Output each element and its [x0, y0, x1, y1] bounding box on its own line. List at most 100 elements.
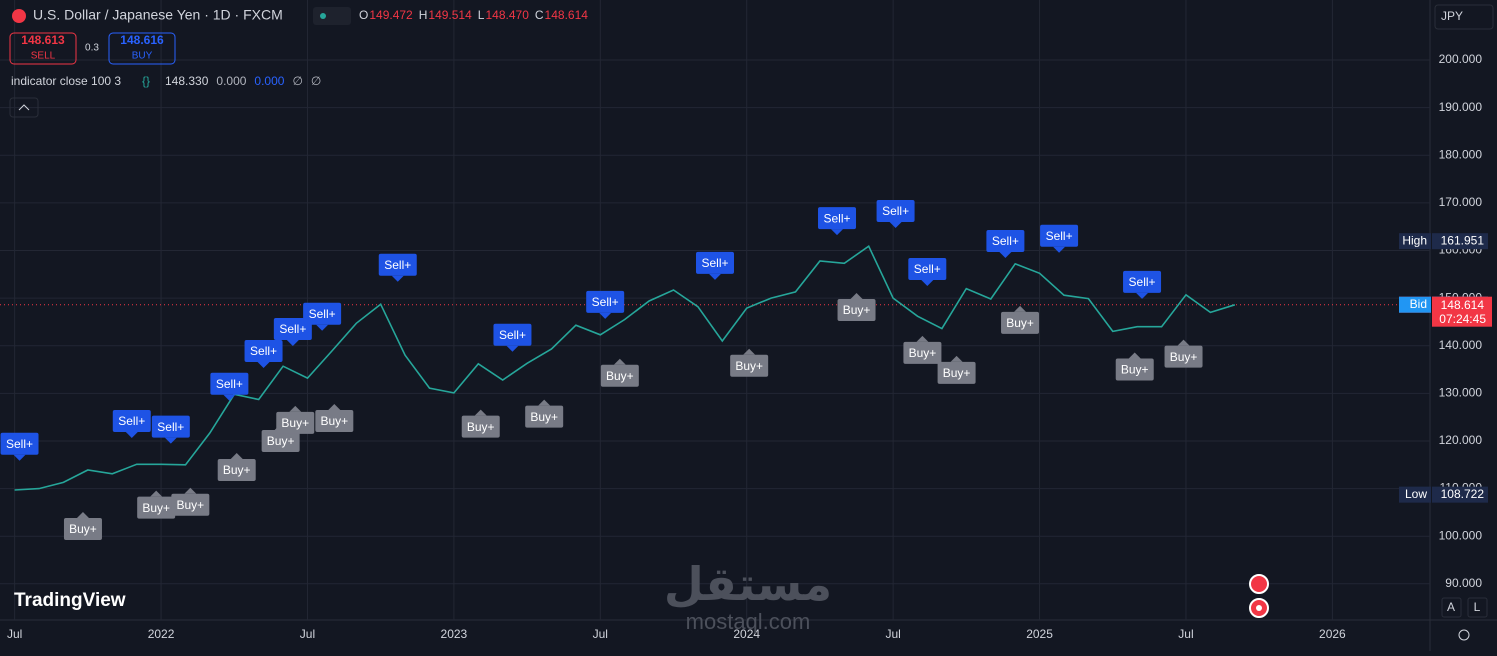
- signal: Sell+: [112, 409, 151, 438]
- signal-arrow: [230, 453, 243, 459]
- indicator-name[interactable]: indicator close 100 3: [11, 74, 121, 88]
- collapse-icon: [18, 104, 30, 111]
- scale-button[interactable]: [1467, 597, 1488, 618]
- signal-label: Buy+: [176, 498, 204, 512]
- signal-box: [730, 354, 769, 377]
- signal-label: Buy+: [1121, 363, 1149, 377]
- signal-box: [63, 518, 102, 541]
- signal-box: [937, 361, 976, 384]
- signal: Buy+: [217, 453, 256, 481]
- axes: 90.000100.000110.000120.000130.000140.00…: [7, 52, 1492, 641]
- collapse-button[interactable]: [9, 97, 39, 118]
- indicator-value: 0.000: [216, 74, 246, 88]
- ohlc-label: C: [535, 8, 544, 22]
- price-marker-value: 161.951: [1441, 233, 1485, 247]
- event-icon[interactable]: [1249, 574, 1269, 594]
- signal-box: [315, 409, 354, 432]
- signal: Sell+: [876, 199, 915, 228]
- y-tick-label: 190.000: [1439, 100, 1483, 114]
- signal-label: Buy+: [735, 359, 763, 373]
- x-tick-label: 2024: [733, 627, 760, 641]
- signal-label: Buy+: [281, 416, 309, 430]
- signal-arrow: [150, 490, 163, 497]
- x-tick-label: 2026: [1319, 627, 1346, 641]
- signal: Sell+: [1040, 224, 1079, 253]
- signal-arrow: [538, 399, 551, 406]
- buy-label: BUY: [132, 51, 153, 62]
- signal-arrow: [286, 340, 299, 347]
- price-marker-name-bg: [1399, 233, 1431, 250]
- signal: Buy+: [903, 335, 942, 364]
- signal-box: [276, 411, 315, 434]
- countdown: 07:24:45: [1439, 312, 1486, 326]
- price-line: [14, 244, 1236, 491]
- signal-box: [151, 415, 190, 438]
- scale-button[interactable]: [1441, 597, 1462, 618]
- price-marker-bg: [1432, 486, 1488, 503]
- ohlc-value: 149.472: [369, 8, 413, 22]
- signal-box: [837, 299, 876, 321]
- signal-box: [493, 323, 532, 346]
- y-tick-label: 90.000: [1445, 576, 1482, 590]
- signal-box: [525, 405, 564, 428]
- signal-box: [1001, 311, 1040, 334]
- y-tick-label: 170.000: [1439, 195, 1483, 209]
- grid: [0, 0, 1430, 620]
- indicator-icon: {}: [142, 74, 150, 88]
- currency-button[interactable]: [1434, 4, 1494, 30]
- signal: Buy+: [730, 348, 769, 377]
- signal-label: Sell+: [499, 328, 526, 342]
- signal-arrow: [474, 409, 487, 416]
- signal-box: [1115, 358, 1154, 381]
- symbol-title[interactable]: U.S. Dollar / Japanese Yen · 1D · FXCM: [33, 7, 283, 23]
- signal-label: Buy+: [1006, 316, 1034, 330]
- signal-arrow: [289, 405, 302, 412]
- ohlc-label: O: [359, 8, 368, 22]
- signal-arrow: [316, 324, 329, 331]
- signal-arrow: [921, 280, 934, 287]
- signal: Sell+: [818, 207, 857, 236]
- signal-label: Sell+: [592, 295, 619, 309]
- signal-box: [1040, 224, 1079, 247]
- signal-arrow: [850, 293, 863, 299]
- buy-button[interactable]: [108, 32, 176, 65]
- signal: Sell+: [151, 415, 190, 444]
- signal-arrow: [391, 275, 404, 282]
- signal-label: Sell+: [118, 414, 145, 428]
- signal: Buy+: [315, 403, 354, 432]
- x-tick-label: Jul: [885, 627, 900, 641]
- signal: Buy+: [1164, 339, 1203, 368]
- signal-label: Buy+: [223, 463, 251, 477]
- signal-box: [210, 372, 249, 395]
- signal-arrow: [709, 273, 721, 280]
- signal: Buy+: [276, 405, 315, 434]
- signal-box: [903, 341, 942, 364]
- signal-box: [137, 496, 176, 519]
- signal-arrow: [613, 358, 626, 365]
- y-tick-label: 100.000: [1439, 528, 1483, 542]
- signal: Buy+: [1001, 305, 1040, 334]
- signal-box: [1123, 270, 1162, 293]
- signal-label: Buy+: [909, 346, 937, 360]
- signal-label: Sell+: [157, 420, 184, 434]
- signal-arrow: [506, 345, 519, 352]
- signal: Sell+: [1123, 270, 1162, 299]
- signal-label: Sell+: [701, 256, 728, 270]
- ohlc-label: L: [478, 8, 485, 22]
- settings-icon[interactable]: [1458, 629, 1470, 641]
- y-tick-label: 140.000: [1439, 338, 1483, 352]
- x-tick-label: 2022: [148, 627, 175, 641]
- y-tick-label: 120.000: [1439, 433, 1483, 447]
- signal-label: Buy+: [606, 369, 634, 383]
- signal-label: Sell+: [250, 344, 277, 358]
- x-tick-label: Jul: [7, 627, 22, 641]
- indicator-value: 148.330: [165, 74, 209, 88]
- status-badge: [313, 7, 351, 25]
- spread: 0.3: [85, 43, 99, 54]
- signal-label: Buy+: [69, 522, 97, 536]
- signal-arrow: [831, 229, 844, 236]
- symbol-icon: [12, 9, 26, 23]
- signal-arrow: [916, 335, 929, 342]
- sell-button[interactable]: [9, 32, 77, 65]
